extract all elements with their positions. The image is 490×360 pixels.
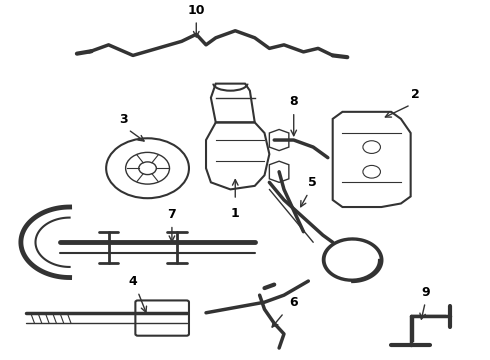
Text: 7: 7 bbox=[168, 208, 176, 221]
Text: 3: 3 bbox=[119, 113, 127, 126]
Text: 2: 2 bbox=[411, 88, 420, 101]
Text: 1: 1 bbox=[231, 207, 240, 220]
Text: 9: 9 bbox=[421, 286, 430, 299]
Text: 10: 10 bbox=[188, 4, 205, 17]
Text: 5: 5 bbox=[308, 176, 317, 189]
Text: 6: 6 bbox=[289, 296, 297, 309]
Text: 4: 4 bbox=[128, 275, 137, 288]
Text: 8: 8 bbox=[290, 95, 298, 108]
